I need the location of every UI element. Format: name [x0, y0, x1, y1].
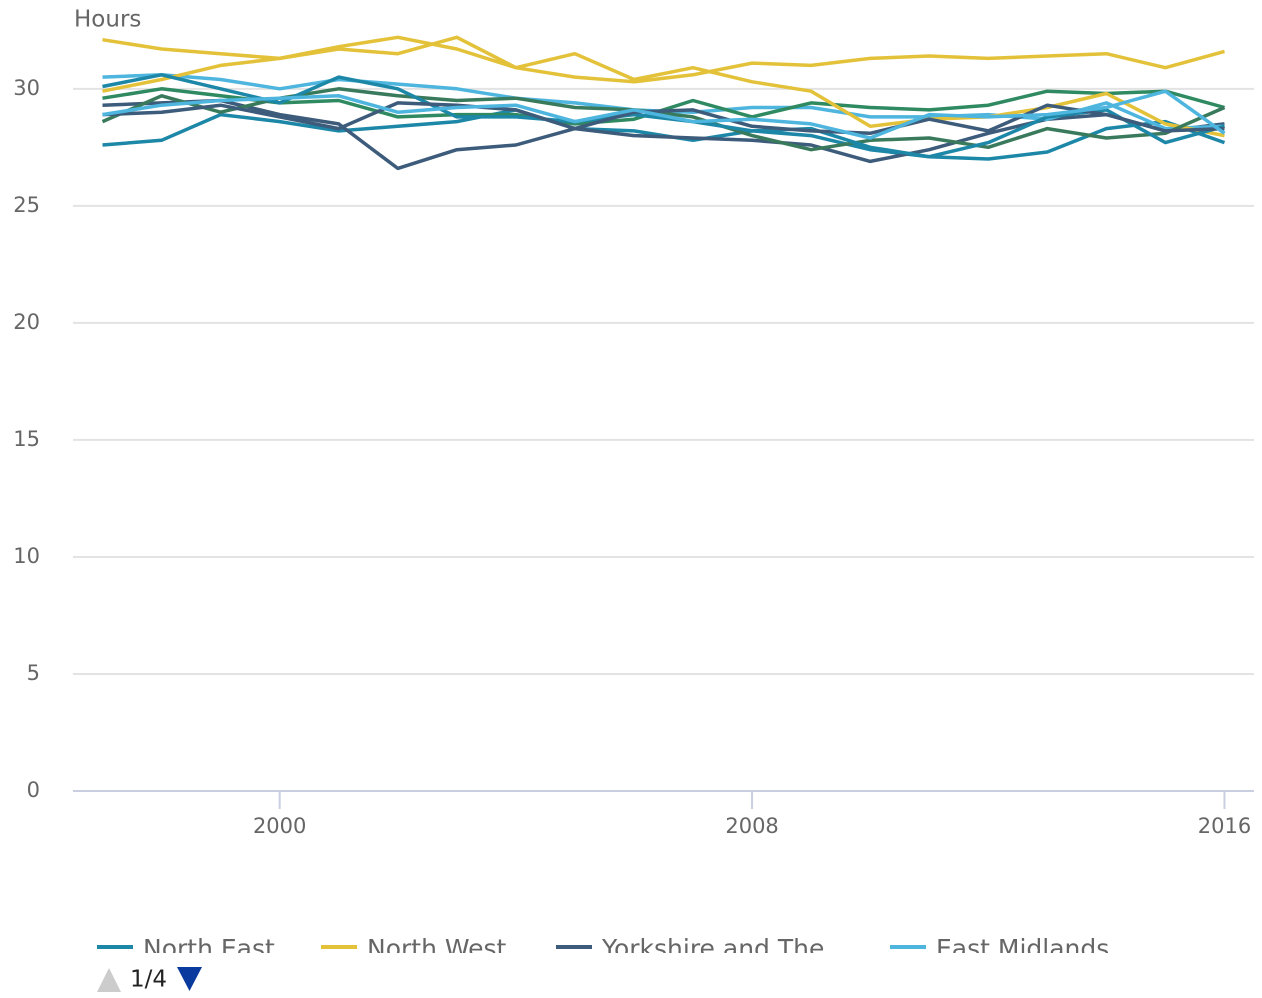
- legend-next[interactable]: [177, 967, 202, 991]
- legend-label: North West: [367, 934, 507, 963]
- legend-label: North East: [143, 934, 275, 963]
- legend-label: Yorkshire and The: [601, 934, 824, 963]
- y-tick-label: 30: [13, 76, 40, 100]
- series-line: [102, 89, 1226, 140]
- x-tick-label: 2008: [725, 814, 778, 838]
- plot-area: 0 5 10 15 20 25 30 2000 2008 2016: [13, 35, 1254, 838]
- x-tick-label: 2000: [253, 814, 306, 838]
- legend: North East North West Yorkshire and The Eas…: [97, 934, 1109, 963]
- legend-page: 1/4: [130, 967, 167, 993]
- legend-label: East Midlands: [936, 934, 1109, 963]
- series-line: [102, 101, 1225, 136]
- y-axis-label: Hours: [74, 7, 141, 33]
- y-tick-label: 15: [13, 427, 40, 451]
- y-tick-label: 20: [13, 310, 40, 334]
- y-tick-label: 10: [13, 544, 40, 568]
- y-tick-label: 25: [13, 193, 40, 217]
- y-tick-label: 0: [27, 778, 40, 802]
- y-tick-label: 5: [27, 661, 40, 685]
- x-tick-label: 2016: [1198, 814, 1251, 838]
- legend-prev[interactable]: [97, 968, 121, 992]
